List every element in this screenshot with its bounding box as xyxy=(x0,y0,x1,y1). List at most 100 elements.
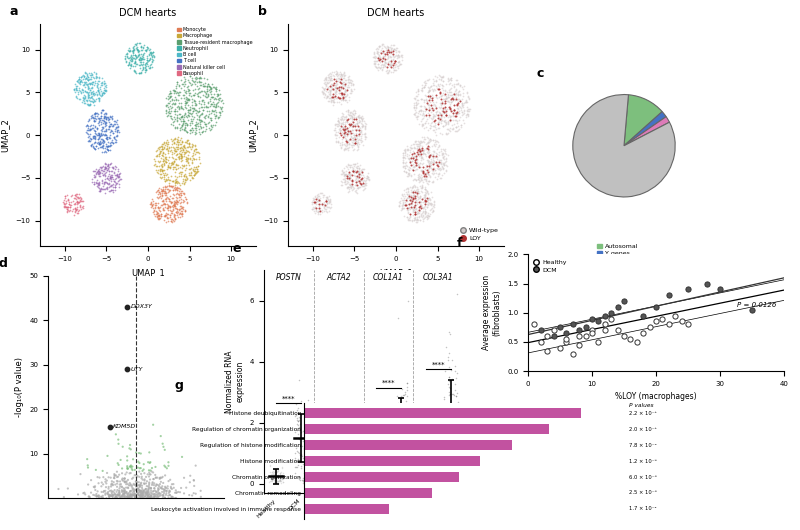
Point xyxy=(390,429,402,438)
Point xyxy=(411,108,424,117)
Point xyxy=(269,470,282,479)
Point xyxy=(192,149,205,157)
Point xyxy=(138,490,151,498)
Point xyxy=(318,84,331,92)
Point xyxy=(402,165,415,174)
Point xyxy=(422,92,434,100)
Point xyxy=(190,167,203,176)
Point xyxy=(99,119,112,127)
Point xyxy=(313,204,326,212)
Point xyxy=(342,165,354,173)
Point xyxy=(174,114,186,123)
Point xyxy=(150,152,163,160)
Point xyxy=(342,72,355,80)
Point xyxy=(347,135,360,144)
Point xyxy=(423,172,436,181)
Point xyxy=(92,491,105,500)
Point xyxy=(140,45,153,54)
Point xyxy=(178,150,190,158)
Point xyxy=(353,168,366,176)
Point xyxy=(318,207,331,215)
Point xyxy=(117,476,130,485)
Point xyxy=(180,164,193,172)
Point xyxy=(190,148,202,156)
Point xyxy=(75,202,88,211)
Point xyxy=(101,476,114,485)
Point xyxy=(356,121,369,129)
Point xyxy=(418,192,430,201)
Point xyxy=(70,93,82,101)
Point xyxy=(402,163,415,172)
Point xyxy=(439,108,452,116)
Text: e: e xyxy=(233,243,241,255)
Point xyxy=(418,107,431,115)
Point xyxy=(164,215,177,223)
Point xyxy=(142,487,154,495)
Point xyxy=(123,55,136,64)
Point xyxy=(414,106,427,114)
Point xyxy=(182,111,195,120)
Point xyxy=(423,194,436,202)
Point xyxy=(156,473,169,481)
Point xyxy=(344,111,357,120)
Point xyxy=(192,127,205,136)
Point xyxy=(396,189,409,198)
Point xyxy=(337,96,350,104)
Point xyxy=(170,198,182,206)
Point xyxy=(94,112,107,120)
Point xyxy=(192,107,205,115)
Point xyxy=(315,472,328,480)
Point xyxy=(110,120,123,128)
Point xyxy=(106,122,119,130)
Point xyxy=(352,177,365,186)
Point xyxy=(170,173,183,182)
Point xyxy=(388,66,401,74)
Point xyxy=(143,48,156,57)
Point xyxy=(300,421,313,429)
Point xyxy=(337,77,350,86)
Point xyxy=(162,188,174,196)
Point xyxy=(145,492,158,500)
Point xyxy=(182,143,194,152)
Point xyxy=(325,472,338,480)
Point xyxy=(104,130,117,139)
Point xyxy=(410,113,423,121)
Point xyxy=(96,74,109,83)
Point xyxy=(376,40,389,48)
Point xyxy=(169,134,182,143)
Point xyxy=(174,154,187,163)
Point xyxy=(82,95,95,104)
Point xyxy=(70,192,83,200)
Point xyxy=(189,169,202,178)
Point xyxy=(334,141,346,149)
Point xyxy=(143,64,156,72)
Point xyxy=(408,163,421,171)
Point xyxy=(108,167,121,176)
Point xyxy=(380,63,393,71)
Point xyxy=(146,494,158,502)
Point xyxy=(165,182,178,191)
Point xyxy=(194,122,206,130)
Point xyxy=(443,75,456,84)
Point xyxy=(156,165,169,174)
Point xyxy=(373,41,386,50)
Point xyxy=(82,82,95,91)
Point xyxy=(313,202,326,210)
Point xyxy=(158,149,171,158)
Point xyxy=(338,126,351,135)
Point xyxy=(410,188,422,197)
Point xyxy=(206,98,219,106)
Point xyxy=(83,125,96,134)
Point xyxy=(158,485,170,493)
Point xyxy=(402,204,415,213)
Point xyxy=(110,482,123,491)
Point xyxy=(355,173,368,182)
Point xyxy=(270,464,283,472)
Point xyxy=(318,466,331,474)
Point xyxy=(170,117,183,125)
Point xyxy=(422,161,435,170)
Point xyxy=(414,203,426,211)
Point xyxy=(446,107,458,116)
Point xyxy=(210,85,222,93)
Point xyxy=(102,183,115,191)
